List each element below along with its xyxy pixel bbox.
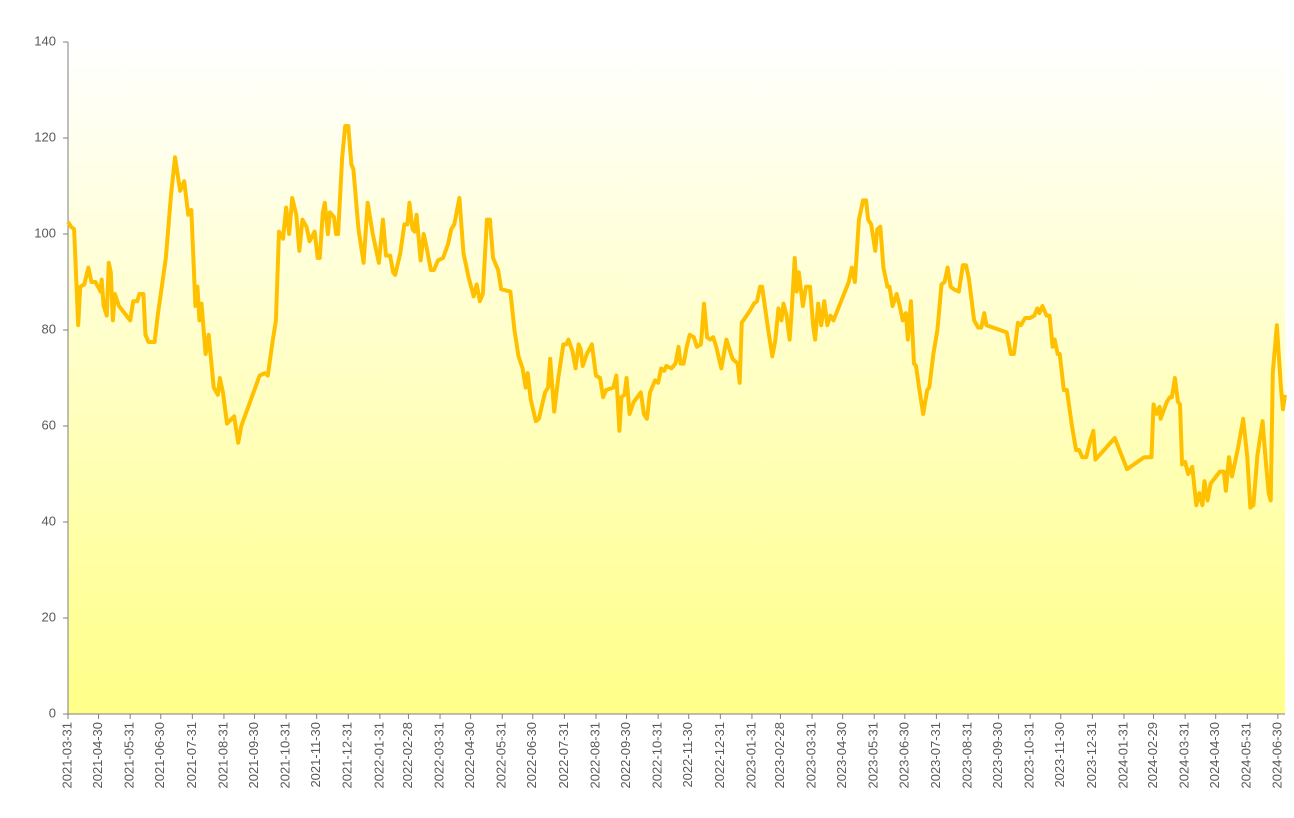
- x-tick-label: 2022-07-31: [556, 722, 571, 789]
- x-tick-label: 2023-02-28: [772, 722, 787, 789]
- x-tick-label: 2021-11-30: [308, 722, 323, 788]
- y-tick-label: 140: [34, 33, 56, 48]
- x-tick-label: 2023-07-31: [928, 722, 943, 789]
- x-tick-label: 2024-01-31: [1115, 722, 1130, 789]
- y-tick-label: 60: [42, 417, 56, 432]
- x-tick-label: 2022-06-30: [524, 722, 539, 789]
- y-tick-label: 40: [42, 513, 56, 528]
- x-tick-label: 2021-03-31: [59, 722, 74, 789]
- x-tick-label: 2024-03-31: [1177, 722, 1192, 789]
- x-tick-label: 2024-06-30: [1269, 722, 1284, 789]
- data-line: [66, 124, 1287, 510]
- x-tick-label: 2022-05-31: [494, 722, 509, 789]
- x-tick-label: 2023-01-31: [743, 722, 758, 789]
- x-tick-label: 2022-11-30: [680, 722, 695, 788]
- y-tick-label: 120: [34, 129, 56, 144]
- x-tick-label: 2021-06-30: [152, 722, 167, 789]
- y-tick-label: 80: [42, 321, 56, 336]
- x-tick-label: 2023-04-30: [834, 722, 849, 789]
- x-tick-label: 2022-09-30: [618, 722, 633, 789]
- x-tick-label: 2022-08-31: [587, 722, 602, 789]
- y-tick-label: 0: [49, 705, 56, 720]
- x-tick-label: 2024-02-29: [1145, 722, 1160, 789]
- x-tick-label: 2024-05-31: [1239, 722, 1254, 789]
- y-tick-label: 100: [34, 225, 56, 240]
- x-tick-label: 2023-03-31: [803, 722, 818, 789]
- x-tick-label: 2022-10-31: [650, 722, 665, 789]
- x-tick-label: 2023-12-31: [1084, 722, 1099, 789]
- x-tick-label: 2023-05-31: [866, 722, 881, 789]
- x-tick-label: 2021-05-31: [122, 722, 137, 789]
- x-tick-label: 2023-09-30: [990, 722, 1005, 789]
- x-tick-label: 2022-02-28: [400, 722, 415, 789]
- x-tick-label: 2022-03-31: [431, 722, 446, 789]
- x-tick-label: 2023-10-31: [1022, 722, 1037, 789]
- x-tick-label: 2024-04-30: [1207, 722, 1222, 789]
- x-tick-label: 2021-09-30: [246, 722, 261, 789]
- x-tick-label: 2023-11-30: [1052, 722, 1067, 788]
- x-tick-label: 2021-08-31: [215, 722, 230, 789]
- x-tick-label: 2021-10-31: [278, 722, 293, 789]
- x-tick-label: 2021-12-31: [340, 722, 355, 789]
- x-tick-label: 2021-04-30: [90, 722, 105, 789]
- x-tick-label: 2023-06-30: [896, 722, 911, 789]
- x-tick-label: 2022-01-31: [371, 722, 386, 789]
- x-tick-label: 2023-08-31: [959, 722, 974, 789]
- x-tick-label: 2022-12-31: [712, 722, 727, 789]
- y-tick-label: 20: [42, 609, 56, 624]
- x-tick-label: 2022-04-30: [462, 722, 477, 789]
- x-tick-label: 2021-07-31: [184, 722, 199, 789]
- plot-background: [68, 42, 1285, 714]
